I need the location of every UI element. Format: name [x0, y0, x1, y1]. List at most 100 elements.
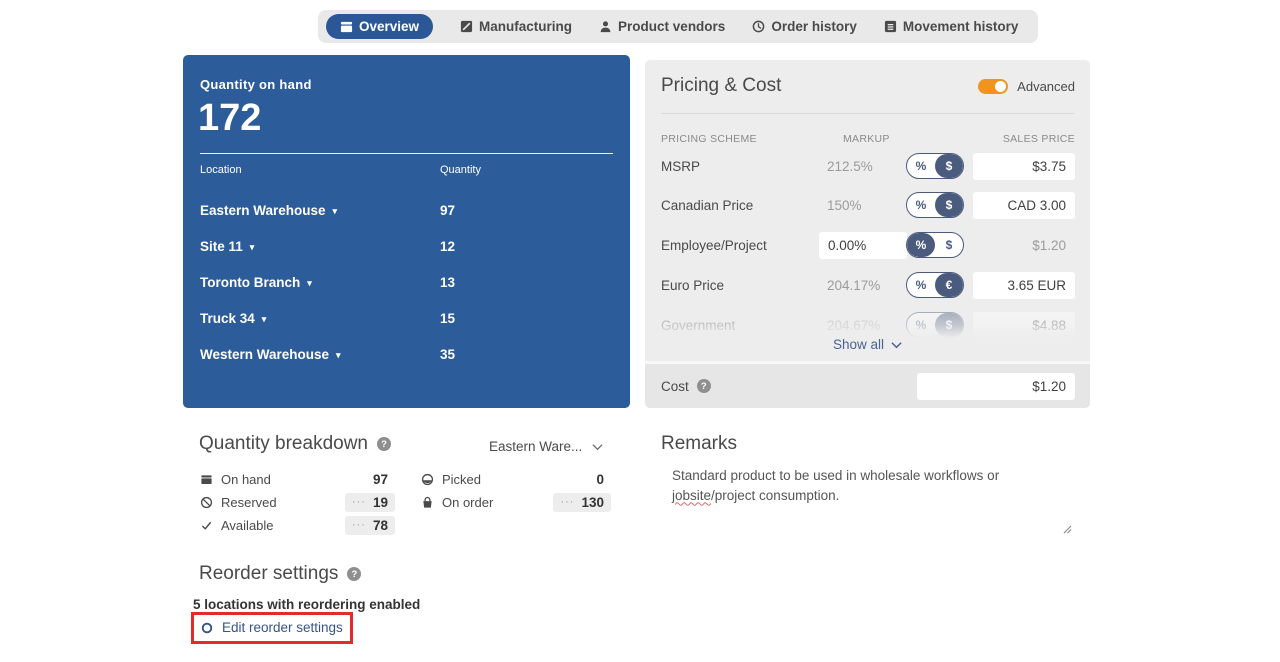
clock-icon	[752, 20, 765, 33]
column-markup: MARKUP	[843, 133, 890, 145]
table-row: Toronto Branch ▾ 13	[200, 275, 613, 295]
caret-down-icon: ▾	[261, 314, 267, 324]
column-sales-price: SALES PRICE	[1002, 133, 1075, 145]
caret-down-icon: ▾	[336, 350, 341, 360]
tab-order-history[interactable]: Order history	[752, 19, 857, 34]
check-icon	[199, 519, 214, 532]
divider	[200, 153, 613, 154]
sales-price-input[interactable]	[973, 272, 1075, 299]
tab-label: Order history	[771, 19, 857, 34]
breakdown-value: 0	[596, 471, 604, 487]
location-dropdown[interactable]: Eastern Warehouse ▾	[200, 203, 338, 218]
percent-option[interactable]: %	[915, 278, 927, 292]
tab-label: Manufacturing	[479, 19, 573, 34]
percent-option[interactable]: %	[907, 233, 935, 257]
help-icon[interactable]: ?	[696, 379, 711, 393]
currency-option[interactable]: $	[935, 154, 963, 178]
chevron-down-icon	[891, 341, 902, 348]
breakdown-value-pill[interactable]: ··· 19	[344, 492, 395, 512]
remarks-textarea[interactable]: Standard product to be used in wholesale…	[672, 468, 1000, 503]
sales-price-input[interactable]	[973, 153, 1075, 180]
breakdown-label: On hand	[221, 471, 271, 487]
location-dropdown[interactable]: Western Warehouse ▾	[200, 347, 341, 362]
help-icon[interactable]: ?	[377, 437, 391, 451]
table-row: Truck 34 ▾ 15	[200, 311, 613, 331]
sales-price-input[interactable]	[973, 192, 1075, 219]
breakdown-on-hand: On hand 97	[199, 468, 395, 490]
location-qty: 12	[440, 239, 456, 254]
caret-down-icon: ▾	[332, 206, 338, 216]
overflow-dots: ···	[560, 496, 575, 508]
quantity-breakdown-grid: On hand 97 Picked 0 Reserved ··· 19 On o…	[199, 468, 611, 536]
tab-movement-history[interactable]: Movement history	[884, 19, 1019, 34]
misspelled-word: jobsite	[672, 487, 712, 503]
edit-reorder-settings-link[interactable]: Edit reorder settings	[201, 620, 343, 635]
percent-option[interactable]: %	[915, 159, 927, 173]
breakdown-value: 97	[372, 471, 388, 487]
scheme-label: Euro Price	[661, 278, 725, 293]
pricing-row: MSRP 212.5% % $	[645, 153, 1090, 183]
table-row: Western Warehouse ▾ 35	[200, 347, 613, 367]
remarks-title: Remarks	[661, 433, 738, 454]
breakdown-reserved: Reserved ··· 19	[199, 491, 395, 513]
location-qty: 15	[440, 311, 456, 326]
scheme-label: MSRP	[661, 159, 701, 174]
location-dropdown[interactable]: Truck 34 ▾	[200, 311, 267, 326]
person-icon	[599, 20, 612, 33]
markup-input[interactable]	[819, 232, 907, 259]
sales-price-value: $1.20	[1032, 238, 1066, 253]
cost-label: Cost	[661, 378, 689, 394]
location-qty: 35	[440, 347, 456, 362]
percent-currency-toggle[interactable]: % $	[906, 153, 964, 179]
tab-manufacturing[interactable]: Manufacturing	[460, 19, 572, 34]
cost-section: Cost ?	[645, 364, 1090, 408]
column-quantity: Quantity	[440, 164, 481, 176]
location-dropdown[interactable]: Toronto Branch ▾	[200, 275, 312, 290]
breakdown-label: Available	[221, 517, 274, 533]
pricing-table-header: PRICING SCHEME MARKUP SALES PRICE	[661, 133, 1075, 145]
scheme-label: Employee/Project	[661, 238, 767, 253]
advanced-toggle[interactable]	[978, 78, 1009, 94]
help-icon[interactable]: ?	[347, 567, 362, 581]
location-qty: 97	[440, 203, 456, 218]
percent-currency-toggle[interactable]: % $	[906, 192, 964, 218]
currency-option[interactable]: $	[935, 193, 963, 217]
overflow-dots: ···	[351, 496, 366, 508]
markup-value: 212.5%	[827, 159, 873, 174]
currency-option[interactable]: €	[935, 273, 963, 297]
cost-input[interactable]	[917, 372, 1075, 400]
quantity-on-hand-total: 172	[198, 97, 262, 139]
chevron-down-icon	[592, 443, 603, 450]
show-all-link[interactable]: Show all	[645, 337, 1090, 352]
advanced-label: Advanced	[1017, 78, 1075, 94]
currency-option[interactable]: $	[945, 238, 953, 252]
picked-icon	[420, 473, 435, 486]
quantity-on-hand-card: Quantity on hand 172 Location Quantity E…	[183, 55, 630, 408]
caret-down-icon: ▾	[307, 278, 312, 288]
resize-handle-icon[interactable]	[1063, 521, 1072, 539]
breakdown-available: Available ··· 78	[199, 514, 395, 536]
box-icon	[340, 20, 353, 33]
tab-overview[interactable]: Overview	[326, 14, 434, 39]
breakdown-location-dropdown[interactable]: Eastern Ware...	[489, 439, 603, 454]
overflow-dots: ···	[351, 519, 366, 531]
reorder-summary: 5 locations with reordering enabled	[193, 597, 421, 612]
basket-icon	[420, 496, 435, 509]
location-qty: 13	[440, 275, 456, 290]
ledger-icon	[884, 20, 897, 33]
percent-currency-toggle[interactable]: % €	[906, 272, 964, 298]
column-pricing-scheme: PRICING SCHEME	[661, 133, 757, 145]
pricing-section: Pricing & Cost Advanced PRICING SCHEME M…	[645, 60, 1090, 361]
tab-product-vendors[interactable]: Product vendors	[599, 19, 725, 34]
percent-currency-toggle[interactable]: % $	[906, 232, 964, 258]
table-row: Eastern Warehouse ▾ 97	[200, 203, 613, 223]
percent-option[interactable]: %	[915, 198, 927, 212]
breakdown-value-pill[interactable]: ··· 130	[553, 492, 611, 512]
tab-label: Overview	[359, 19, 420, 34]
breakdown-label: On order	[442, 494, 494, 510]
markup-value: 150%	[827, 198, 862, 213]
breakdown-value-pill[interactable]: ··· 78	[344, 515, 395, 535]
tab-label: Movement history	[902, 19, 1019, 34]
location-dropdown[interactable]: Site 11 ▾	[200, 239, 255, 254]
